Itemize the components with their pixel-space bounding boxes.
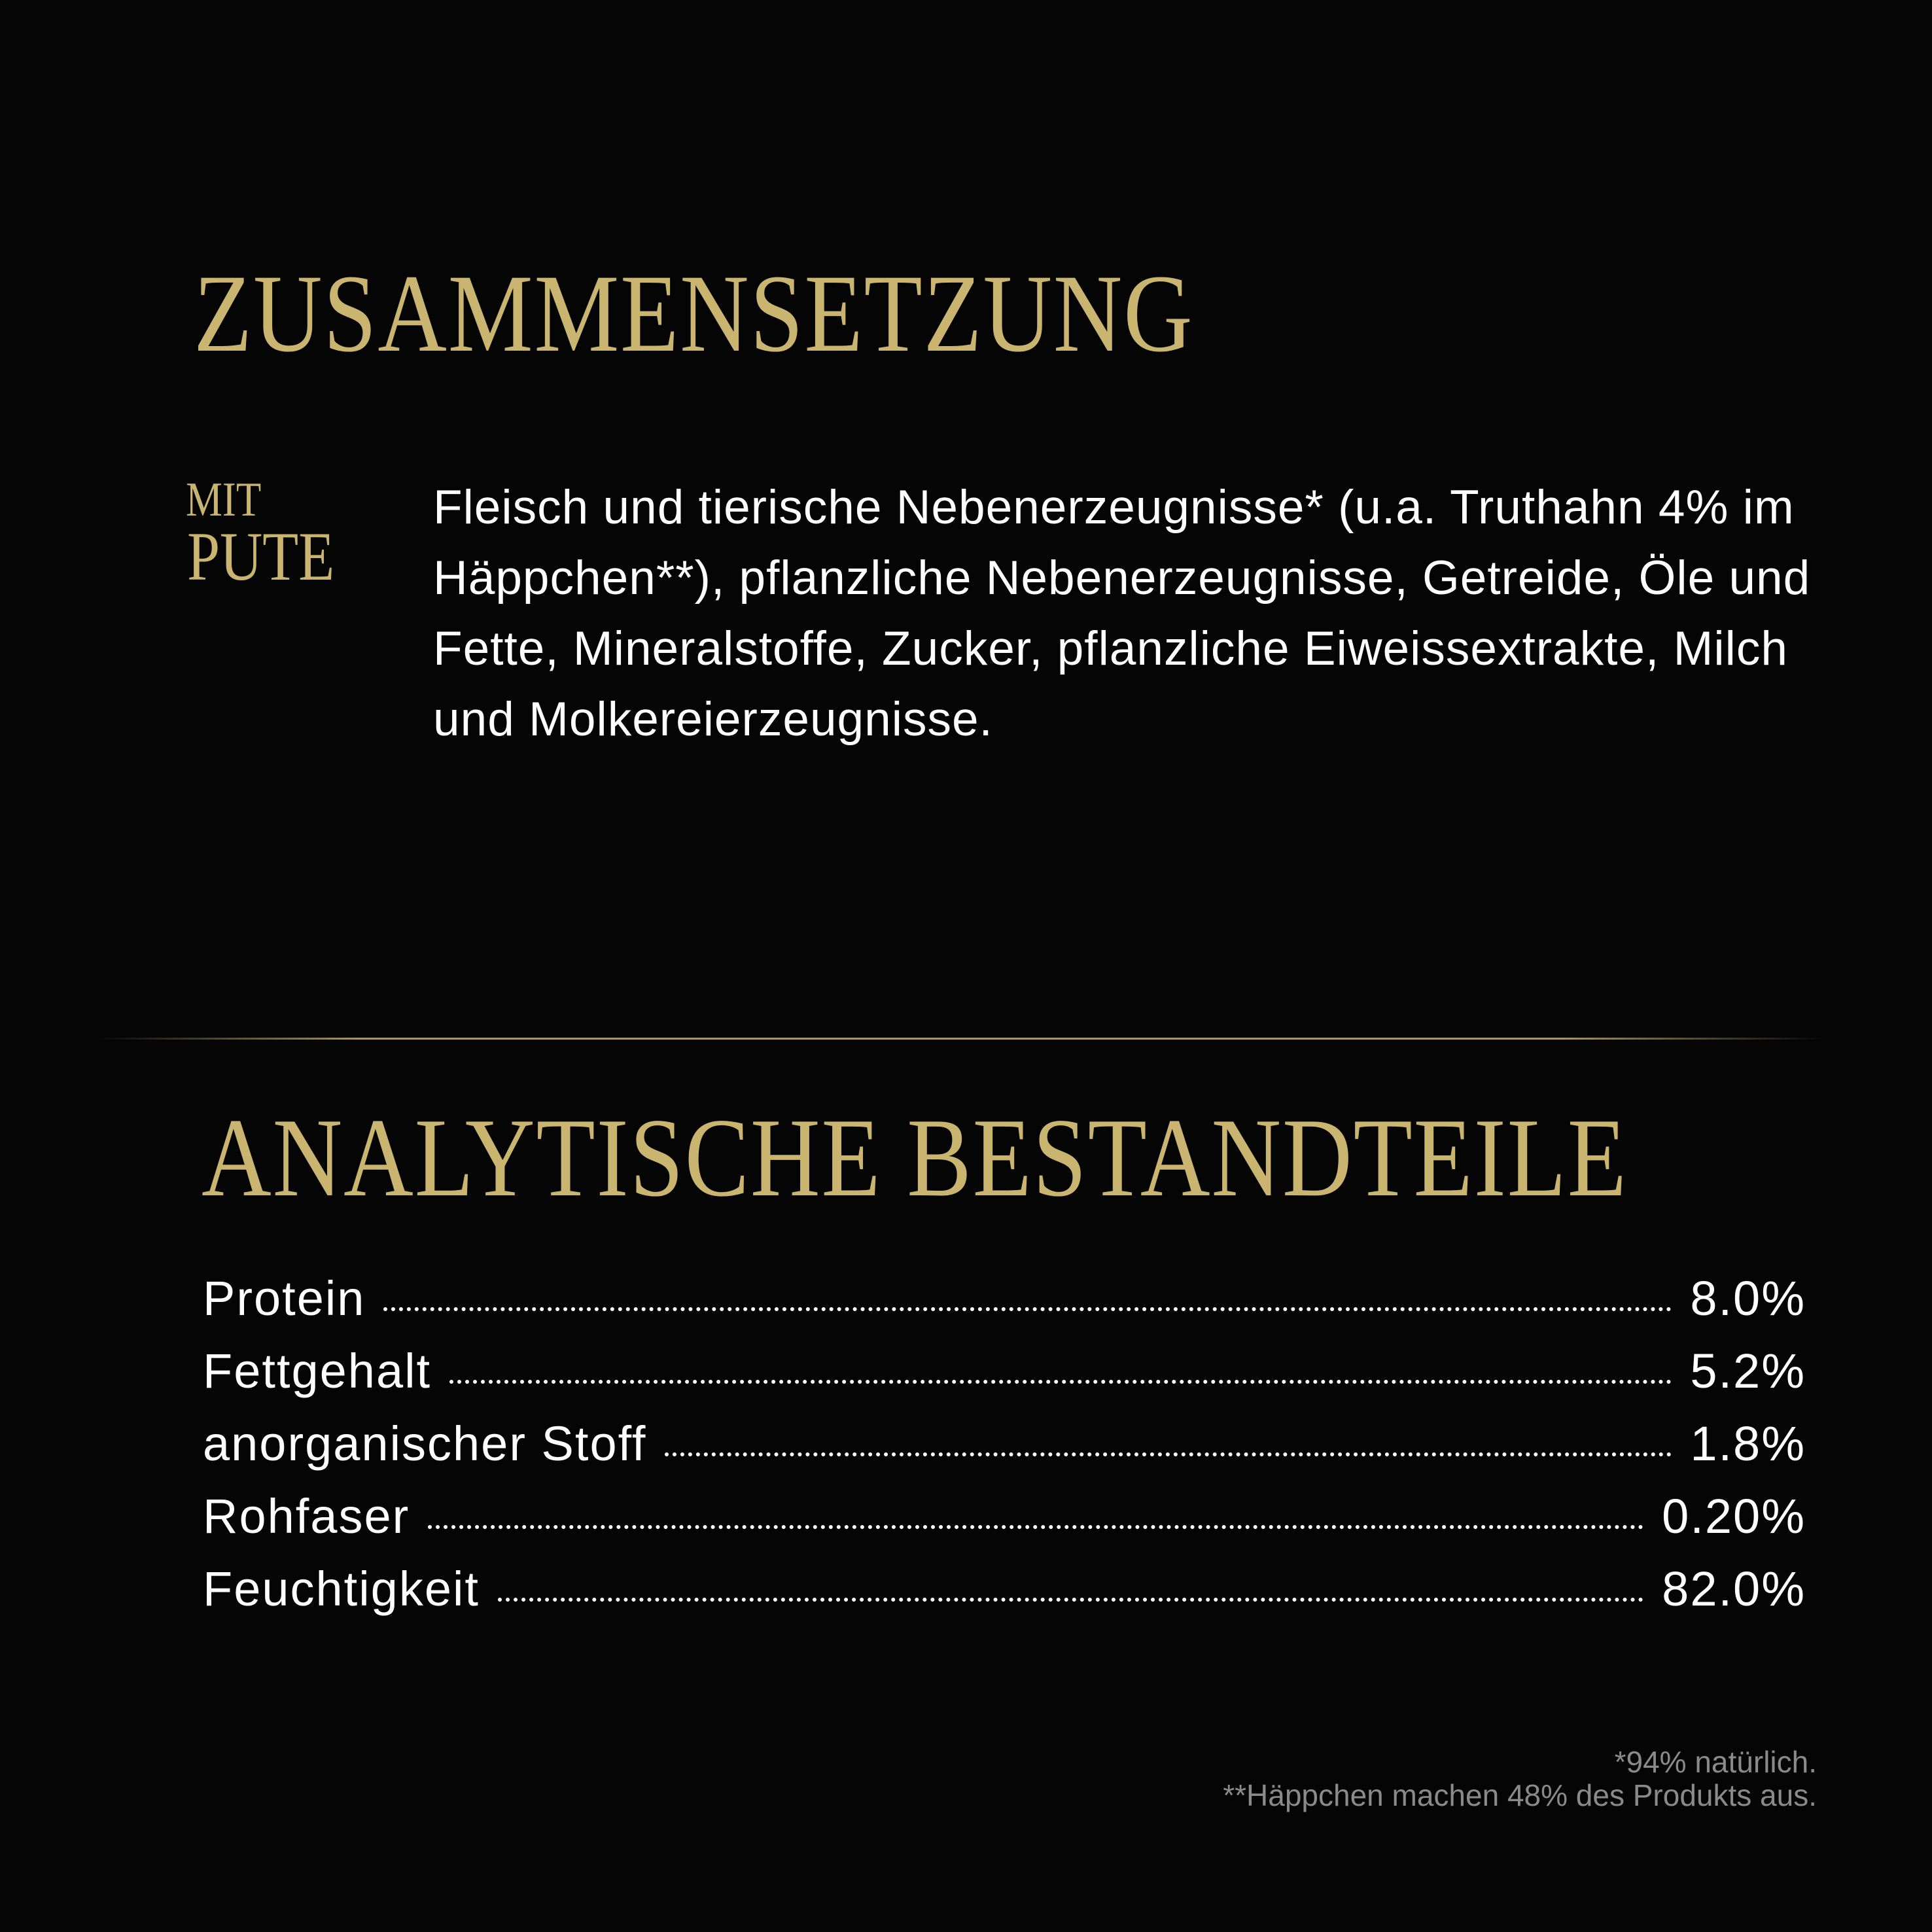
footnote: *94% natürlich.: [1614, 1745, 1817, 1779]
variant-name: PUTE: [187, 518, 335, 595]
row-value: 8.0%: [1690, 1271, 1806, 1326]
row-value: 0.20%: [1662, 1489, 1806, 1543]
analysis-row: anorganischer Stoff 1.8%: [203, 1416, 1806, 1488]
footnotes: *94% natürlich. **Häppchen machen 48% de…: [1223, 1746, 1817, 1812]
dot-leader: [428, 1525, 1644, 1529]
variant-prefix: MIT: [186, 473, 262, 527]
analysis-row: Fettgehalt 5.2%: [203, 1343, 1806, 1416]
composition-title: ZUSAMMENSETZUNG: [194, 252, 1194, 375]
analysis-row: Feuchtigkeit 82.0%: [203, 1561, 1806, 1634]
dot-leader: [497, 1598, 1644, 1602]
row-label: Feuchtigkeit: [203, 1562, 480, 1616]
row-value: 1.8%: [1690, 1416, 1806, 1471]
ingredients-text: Fleisch und tierische Nebenerzeugnisse* …: [433, 481, 1811, 746]
analysis-table: Protein 8.0% Fettgehalt 5.2% anorganisch…: [203, 1271, 1806, 1634]
row-label: Protein: [203, 1271, 366, 1326]
analysis-title: ANALYTISCHE BESTANDTEILE: [202, 1096, 1628, 1220]
footnote: **Häppchen machen 48% des Produkts aus.: [1223, 1778, 1817, 1812]
row-label: Fettgehalt: [203, 1344, 432, 1398]
analysis-row: Rohfaser 0.20%: [203, 1488, 1806, 1561]
dot-leader: [449, 1380, 1672, 1384]
dot-leader: [383, 1307, 1672, 1311]
row-value: 82.0%: [1662, 1562, 1806, 1616]
row-value: 5.2%: [1690, 1344, 1806, 1398]
row-label: anorganischer Stoff: [203, 1416, 647, 1471]
analysis-row: Protein 8.0%: [203, 1271, 1806, 1343]
row-label: Rohfaser: [203, 1489, 410, 1543]
section-divider: [98, 1038, 1823, 1040]
dot-leader: [665, 1452, 1672, 1456]
